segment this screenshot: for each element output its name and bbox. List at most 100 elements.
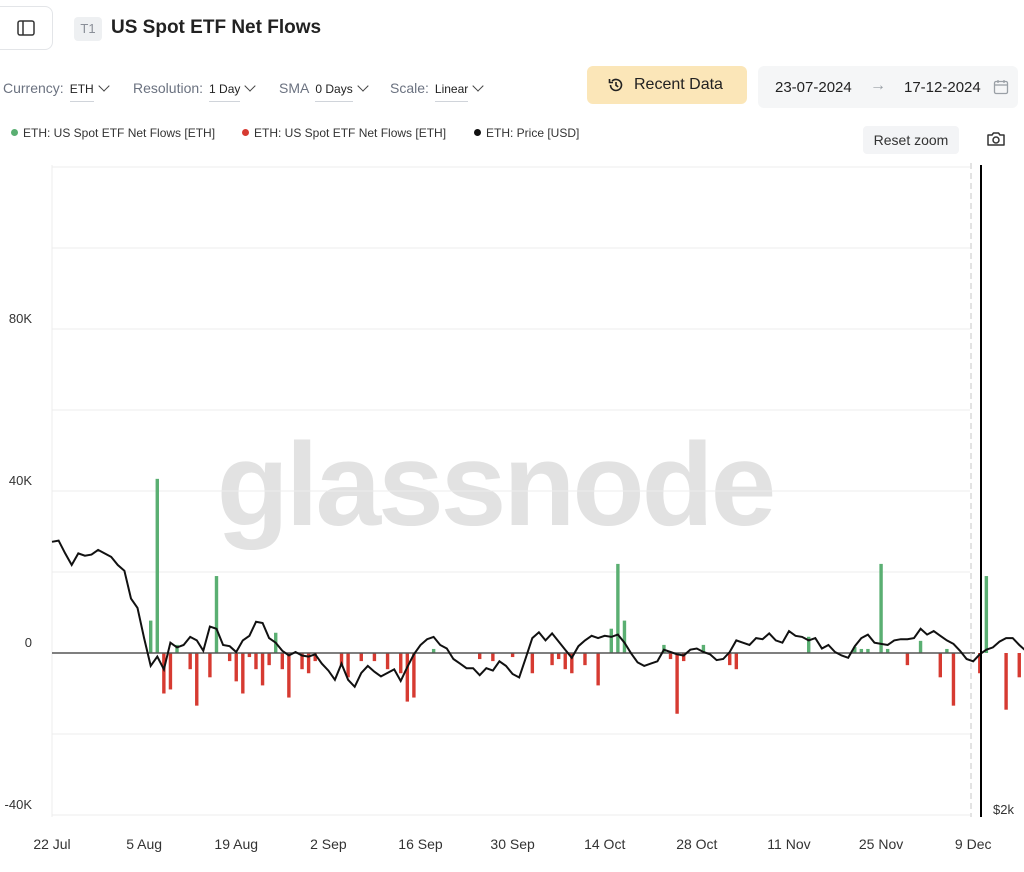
y-tick-label: -40K [5, 797, 33, 812]
date-end[interactable]: 17-12-2024 [904, 79, 981, 96]
flow-bar [287, 653, 291, 698]
flow-bar [162, 653, 166, 694]
date-range-picker[interactable]: 23-07-2024 → 17-12-2024 [758, 66, 1018, 108]
currency-value: ETH [69, 82, 94, 102]
resolution-select[interactable]: Resolution: 1 Day [133, 80, 257, 102]
legend-label: ETH: US Spot ETF Net Flows [ETH] [254, 126, 447, 140]
flow-bar [622, 620, 627, 653]
y-axis-ticks: 80K 40K 0 -40K [5, 311, 33, 812]
flow-bar [260, 653, 265, 686]
flow-bar [866, 648, 870, 653]
flow-bar [188, 653, 192, 670]
flow-bar [385, 653, 390, 670]
price-line [51, 539, 1024, 689]
flow-bar [879, 563, 883, 653]
flow-bar [859, 648, 864, 653]
currency-select[interactable]: Currency: ETH [3, 80, 110, 102]
flow-bar [306, 653, 311, 674]
resolution-label: Resolution: [133, 80, 204, 96]
chevron-down-icon [244, 80, 257, 92]
recent-data-label: Recent Data [634, 76, 723, 93]
date-start[interactable]: 23-07-2024 [775, 79, 852, 96]
flow-bar [510, 653, 515, 658]
flow-bar [734, 653, 739, 670]
flow-bar [885, 648, 890, 653]
flow-bar [609, 628, 613, 653]
x-axis-ticks: 22 Jul 5 Aug 19 Aug 2 Sep 16 Sep 30 Sep 14 Oct… [33, 836, 991, 852]
arrow-right-icon: → [870, 77, 886, 94]
right-axis-label: $2k [993, 802, 1014, 817]
flow-bar [668, 653, 673, 660]
chevron-down-icon [357, 80, 369, 92]
flow-bar [175, 644, 179, 653]
top-bar: T1 US Spot ETF Net Flows [0, 0, 1024, 60]
flow-bar [254, 653, 258, 670]
x-tick-label: 14 Oct [584, 836, 625, 852]
grid-lines [51, 165, 970, 817]
chevron-down-icon [472, 80, 484, 92]
flow-bar [214, 576, 219, 653]
sidebar-toggle-button[interactable] [0, 6, 53, 50]
recent-data-button[interactable]: Recent Data [587, 66, 747, 104]
flow-bar [313, 653, 317, 662]
flow-bar [728, 653, 732, 666]
x-tick-label: 2 Sep [310, 836, 347, 852]
flow-bar [918, 640, 923, 653]
legend-item-outflows[interactable]: ETH: US Spot ETF Net Flows [ETH] [242, 126, 446, 140]
x-tick-label: 22 Jul [33, 836, 70, 852]
reset-zoom-button[interactable]: Reset zoom [863, 126, 959, 154]
flow-bar [491, 653, 495, 662]
flow-bar [1017, 653, 1021, 678]
flow-bar [267, 653, 271, 666]
currency-label: Currency: [3, 80, 64, 96]
legend-dot [474, 129, 481, 136]
flow-bar [681, 653, 686, 662]
flow-bar [339, 653, 344, 666]
legend-item-price[interactable]: ETH: Price [USD] [474, 126, 579, 140]
scale-label: Scale: [390, 80, 429, 96]
x-tick-label: 5 Aug [126, 836, 162, 852]
legend-dot [11, 129, 18, 136]
flow-bar [195, 653, 199, 706]
flow-bar [208, 653, 212, 678]
flow-bar [247, 653, 252, 658]
flow-bar [155, 478, 159, 653]
flow-bar [530, 653, 535, 674]
flow-bar [241, 653, 245, 694]
watermark: glassnode [217, 419, 774, 551]
flow-bar [346, 653, 350, 678]
flow-bar [596, 653, 600, 686]
legend-item-inflows[interactable]: ETH: US Spot ETF Net Flows [ETH] [11, 126, 215, 140]
flow-bar [431, 648, 436, 653]
flow-bar [951, 653, 956, 706]
calendar-icon[interactable] [993, 79, 1009, 95]
resolution-value: 1 Day [209, 82, 241, 102]
sma-value: 0 Days [315, 82, 353, 102]
flow-bar [853, 646, 857, 653]
flow-bar [563, 653, 567, 670]
flow-bar [149, 620, 153, 653]
flow-bar [945, 648, 949, 653]
flow-bar [280, 653, 284, 670]
chevron-down-icon [98, 80, 110, 92]
legend-label: ETH: Price [USD] [486, 126, 580, 140]
scale-select[interactable]: Scale: Linear [390, 80, 484, 102]
camera-icon[interactable] [986, 130, 1006, 148]
flow-bar [478, 653, 482, 660]
y-tick-label: 40K [9, 473, 32, 488]
x-tick-label: 30 Sep [490, 836, 535, 852]
chart-controls: Currency: ETH Resolution: 1 Day SMA 0 Days … [0, 66, 1024, 110]
flow-bar [550, 653, 554, 666]
flow-bar [807, 636, 811, 653]
page-title: US Spot ETF Net Flows [111, 17, 322, 38]
flow-bar [412, 653, 416, 698]
x-tick-label: 28 Oct [676, 836, 717, 852]
flow-bar [905, 653, 910, 666]
flow-bar [556, 653, 561, 660]
sidebar-toggle-icon [17, 20, 35, 36]
sma-select[interactable]: SMA 0 Days [279, 80, 369, 102]
x-tick-label: 16 Sep [398, 836, 443, 852]
flow-bar [405, 653, 410, 702]
flow-bar [372, 653, 377, 662]
